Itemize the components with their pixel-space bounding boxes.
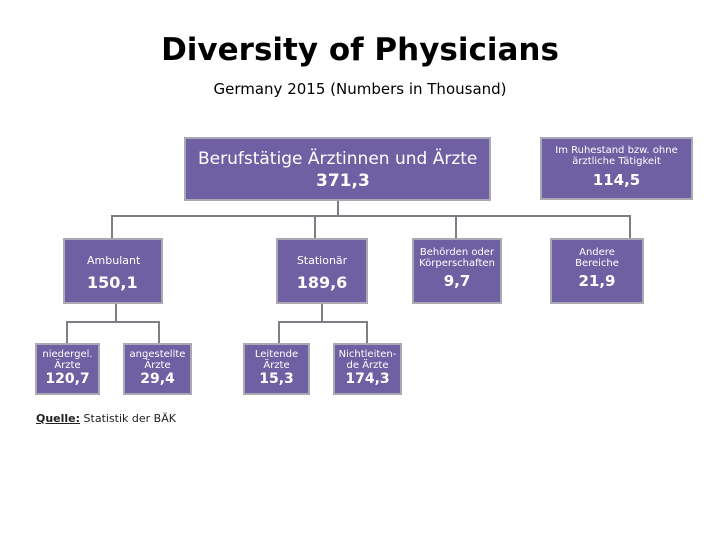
- page-title: Diversity of Physicians: [161, 32, 559, 68]
- connector-root-down: [337, 200, 339, 216]
- box-andere-label-line2: Bereiche: [575, 258, 619, 269]
- box-ruhestand-label-line2: ärztliche Tätigkeit: [572, 156, 661, 167]
- connector-leitende-drop: [278, 321, 280, 343]
- box-behoerden-value: 9,7: [443, 272, 471, 290]
- connector-stationaer-drop: [314, 215, 316, 238]
- box-stationaer-value: 189,6: [296, 273, 348, 292]
- box-angestellte: angestellte Ärzte 29,4: [123, 343, 192, 395]
- page-subtitle: Germany 2015 (Numbers in Thousand): [213, 80, 507, 98]
- box-stationaer: Stationär 189,6: [276, 238, 368, 304]
- box-niedergel-value: 120,7: [45, 371, 90, 387]
- box-leitende-value: 15,3: [259, 371, 294, 387]
- box-berufstaetige-value: 371,3: [316, 171, 370, 191]
- box-andere: Andere Bereiche 21,9: [550, 238, 644, 304]
- connector-behoerden-drop: [455, 215, 457, 238]
- box-ruhestand-label-line1: Im Ruhestand bzw. ohne: [555, 145, 678, 156]
- box-behoerden-label-line1: Behörden oder: [419, 247, 495, 258]
- connector-ambulant-horizontal: [66, 321, 160, 323]
- box-stationaer-label: Stationär: [296, 254, 348, 267]
- box-nichtleitende-label-line1: Nichtleiten-: [338, 349, 397, 360]
- box-ambulant-value: 150,1: [87, 273, 138, 292]
- box-nichtleitende: Nichtleiten- de Ärzte 174,3: [333, 343, 402, 395]
- connector-ambulant-down: [115, 304, 117, 322]
- box-nichtleitende-value: 174,3: [345, 371, 390, 387]
- box-nichtleitende-label-line2: de Ärzte: [346, 360, 389, 371]
- box-niedergel-label-line2: Ärzte: [54, 360, 81, 371]
- box-angestellte-value: 29,4: [140, 371, 175, 387]
- box-berufstaetige: Berufstätige Ärztinnen und Ärzte 371,3: [184, 137, 491, 201]
- box-niedergel: niedergel. Ärzte 120,7: [35, 343, 100, 395]
- box-berufstaetige-label: Berufstätige Ärztinnen und Ärzte: [198, 149, 478, 169]
- box-leitende: Leitende Ärzte 15,3: [243, 343, 310, 395]
- box-niedergel-label-line1: niedergel.: [42, 349, 93, 360]
- box-angestellte-label-line1: angestellte: [129, 349, 186, 360]
- box-andere-label-line1: Andere: [579, 247, 615, 258]
- box-ruhestand-value: 114,5: [592, 171, 641, 189]
- box-behoerden: Behörden oder Körperschaften 9,7: [412, 238, 502, 304]
- box-ambulant: Ambulant 150,1: [63, 238, 163, 304]
- connector-andere-drop: [629, 215, 631, 238]
- source-prefix: Quelle:: [36, 412, 81, 425]
- connector-stationaer-horizontal: [278, 321, 368, 323]
- connector-nichtleitende-drop: [366, 321, 368, 343]
- connector-level1-horizontal: [111, 215, 631, 217]
- connector-angestellte-drop: [158, 321, 160, 343]
- box-behoerden-label-line2: Körperschaften: [419, 258, 495, 269]
- connector-stationaer-down: [321, 304, 323, 322]
- box-angestellte-label-line2: Ärzte: [144, 360, 171, 371]
- connector-ambulant-drop: [111, 215, 113, 238]
- box-ambulant-label: Ambulant: [87, 254, 141, 267]
- box-leitende-label-line1: Leitende: [254, 349, 299, 360]
- source-note: Quelle: Statistik der BÄK: [36, 412, 176, 425]
- box-andere-value: 21,9: [578, 272, 616, 290]
- box-leitende-label-line2: Ärzte: [263, 360, 290, 371]
- source-text: Statistik der BÄK: [80, 412, 176, 425]
- connector-niedergel-drop: [66, 321, 68, 343]
- box-ruhestand: Im Ruhestand bzw. ohne ärztliche Tätigke…: [540, 137, 693, 200]
